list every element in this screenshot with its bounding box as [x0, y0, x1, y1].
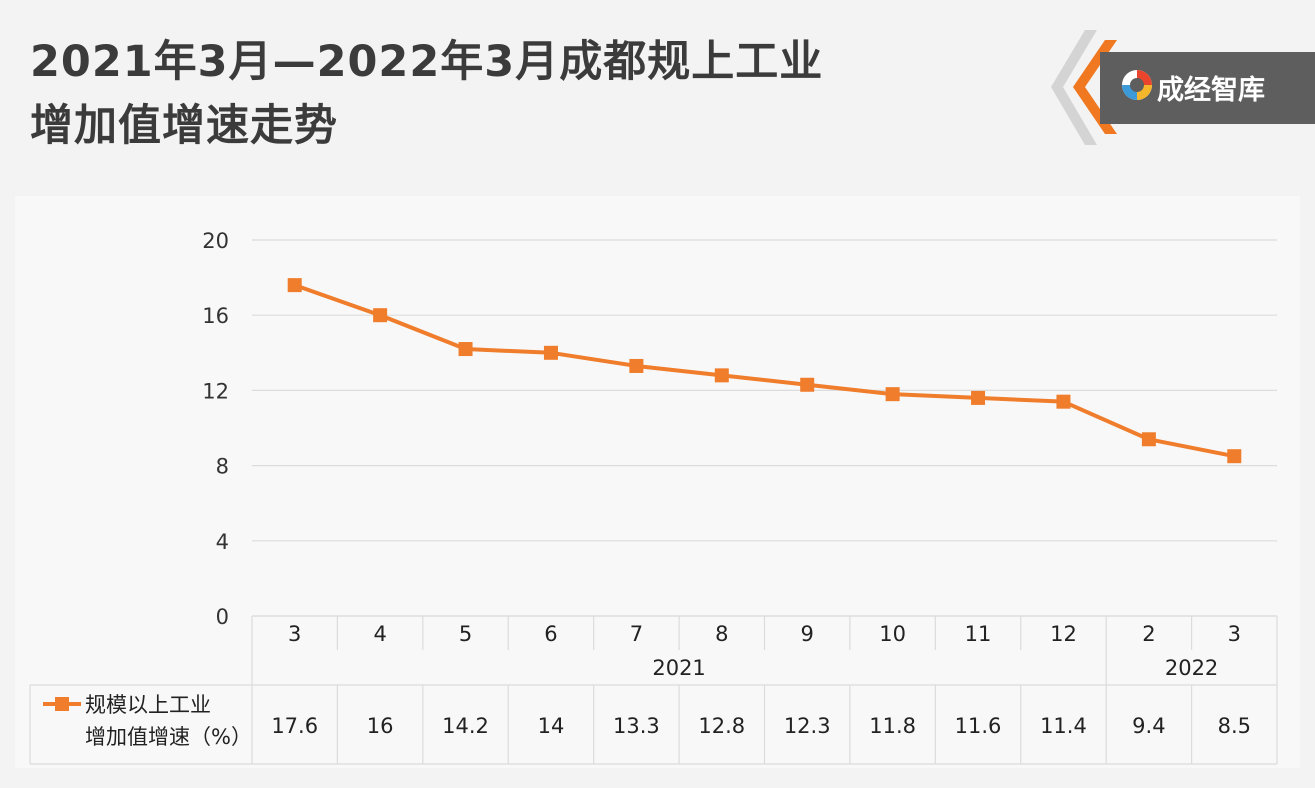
- data-table: 2021 2022 3 17.6 4 16 5 14.2 6 14 7 13.3 8 12.8 9 12.3 1…: [29, 615, 1278, 765]
- data-point-marker: [1141, 432, 1156, 447]
- title-line-2: 增加值增速走势: [30, 101, 338, 151]
- x-tick-label: 6: [544, 622, 557, 646]
- data-value-label: 13.3: [613, 714, 660, 738]
- x-tick-label: 7: [630, 622, 643, 646]
- x-tick-label: 9: [801, 622, 814, 646]
- y-tick-label: 20: [202, 229, 229, 253]
- chart-panel: 0 4 8 12 16 20 2021 2022 3 17.6 4 16 5 14.2 6 14 7 13.3 8…: [15, 196, 1300, 768]
- data-point-marker: [971, 390, 986, 405]
- x-tick-label: 3: [288, 622, 301, 646]
- series-line: [287, 278, 1242, 464]
- line-chart: 0 4 8 12 16 20 2021 2022 3 17.6 4 16 5 14.2 6 14 7 13.3 8…: [29, 229, 1278, 765]
- x-tick-label: 12: [1050, 622, 1077, 646]
- y-tick-label: 0: [216, 605, 229, 629]
- x-tick-label: 4: [373, 622, 386, 646]
- brand-name: 成经智库: [1157, 75, 1265, 106]
- brand-badge: 成经智库: [1045, 30, 1315, 145]
- data-point-marker: [287, 278, 302, 293]
- legend-marker: [55, 697, 69, 711]
- brand-chevron-icon: [1051, 30, 1117, 145]
- year-label: 2021: [652, 656, 705, 680]
- legend: 规模以上工业 增加值增速（%）: [43, 693, 252, 749]
- data-value-label: 11.8: [869, 714, 916, 738]
- data-value-label: 16: [367, 714, 394, 738]
- data-value-label: 14: [538, 714, 565, 738]
- x-tick-label: 8: [715, 622, 728, 646]
- data-point-marker: [373, 308, 388, 323]
- data-value-label: 11.4: [1040, 714, 1087, 738]
- data-value-label: 17.6: [271, 714, 318, 738]
- data-value-label: 12.8: [698, 714, 745, 738]
- brand-logo-icon: [1122, 70, 1152, 100]
- x-tick-label: 11: [965, 622, 992, 646]
- data-point-marker: [458, 342, 473, 357]
- gridlines: [252, 239, 1277, 617]
- x-tick-label: 10: [879, 622, 906, 646]
- data-point-marker: [800, 377, 815, 392]
- data-point-marker: [1227, 449, 1242, 464]
- y-tick-label: 12: [202, 379, 229, 403]
- title-line-1: 2021年3月—2022年3月成都规上工业: [30, 37, 824, 87]
- x-tick-label: 2: [1142, 622, 1155, 646]
- chart-title: 2021年3月—2022年3月成都规上工业 增加值增速走势: [30, 30, 823, 158]
- data-value-label: 14.2: [442, 714, 489, 738]
- data-point-marker: [885, 387, 900, 402]
- data-point-marker: [1056, 394, 1071, 409]
- legend-label-line2: 增加值增速（%）: [85, 725, 252, 749]
- y-axis-ticks: 0 4 8 12 16 20: [202, 229, 229, 629]
- x-tick-label: 5: [459, 622, 472, 646]
- data-value-label: 9.4: [1132, 714, 1165, 738]
- data-value-label: 8.5: [1218, 714, 1251, 738]
- y-tick-label: 16: [202, 304, 229, 328]
- series-line-path: [294, 283, 1235, 459]
- data-point-marker: [714, 368, 729, 383]
- y-tick-label: 4: [216, 530, 229, 554]
- legend-label-line1: 规模以上工业: [85, 693, 211, 717]
- data-value-label: 12.3: [784, 714, 831, 738]
- x-tick-label: 3: [1228, 622, 1241, 646]
- data-value-label: 11.6: [955, 714, 1002, 738]
- year-label: 2022: [1165, 656, 1218, 680]
- y-tick-label: 8: [216, 455, 229, 479]
- data-point-marker: [543, 345, 558, 360]
- data-point-marker: [629, 358, 644, 373]
